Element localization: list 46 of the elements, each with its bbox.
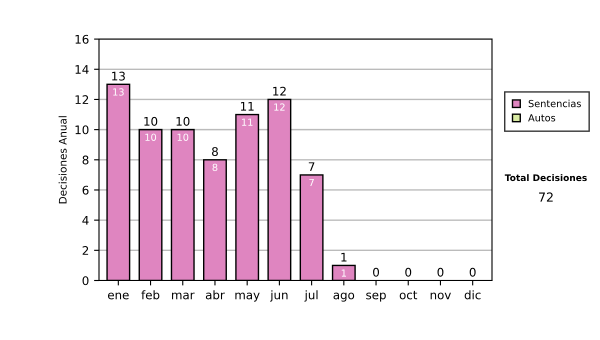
total-label: 10 (144, 116, 158, 126)
x-tick-label: abr (206, 290, 225, 300)
x-tick-label: jul (304, 290, 318, 302)
x-tick-label: sep (366, 292, 386, 302)
x-tick-label: nov (430, 292, 451, 300)
y-tick-label: 10 (76, 125, 88, 134)
data-label: 13 (113, 88, 124, 96)
data-label: 7 (309, 178, 314, 186)
x-tick-label: jun (270, 290, 288, 302)
x-tick-label: mar (172, 292, 195, 300)
legend-label: Autos (528, 114, 556, 122)
x-tick-label: dic (464, 290, 481, 300)
y-axis-title: Decisiones Anual (58, 116, 67, 204)
data-label: 11 (242, 118, 252, 126)
y-tick-label: 14 (76, 65, 89, 74)
x-tick-label: ago (334, 292, 354, 302)
total-label: 1 (341, 252, 346, 262)
data-label: 12 (274, 103, 285, 111)
total-label: 7 (308, 162, 314, 171)
total-label: 12 (273, 86, 286, 96)
total-label: 0 (470, 268, 476, 277)
text: Total Decisiones (504, 174, 587, 182)
y-tick-label: 12 (76, 95, 88, 104)
x-tick-label: feb (141, 290, 160, 300)
total-label: 13 (112, 72, 125, 81)
data-label: 10 (178, 134, 188, 141)
y-tick-label: 4 (82, 216, 89, 225)
y-tick-label: 0 (82, 276, 88, 286)
x-tick-label: oct (400, 290, 418, 300)
legend-label: Sentencias (528, 100, 581, 108)
x-tick-label: may (235, 292, 260, 302)
total-label: 8 (212, 147, 218, 156)
total-label: 0 (437, 268, 444, 277)
text: 72 (539, 192, 553, 202)
data-label: 1 (342, 269, 346, 277)
total-label: 11 (240, 102, 254, 111)
x-tick-label: ene (108, 292, 129, 300)
total-label: 0 (405, 268, 412, 277)
y-tick-label: 6 (82, 186, 89, 195)
total-label: 0 (373, 268, 380, 277)
y-tick-label: 8 (82, 156, 88, 164)
data-label: 10 (145, 134, 156, 141)
data-label: 8 (212, 164, 218, 172)
total-label: 10 (176, 116, 190, 126)
y-tick-label: 2 (82, 246, 88, 255)
y-tick-label: 16 (76, 34, 89, 44)
